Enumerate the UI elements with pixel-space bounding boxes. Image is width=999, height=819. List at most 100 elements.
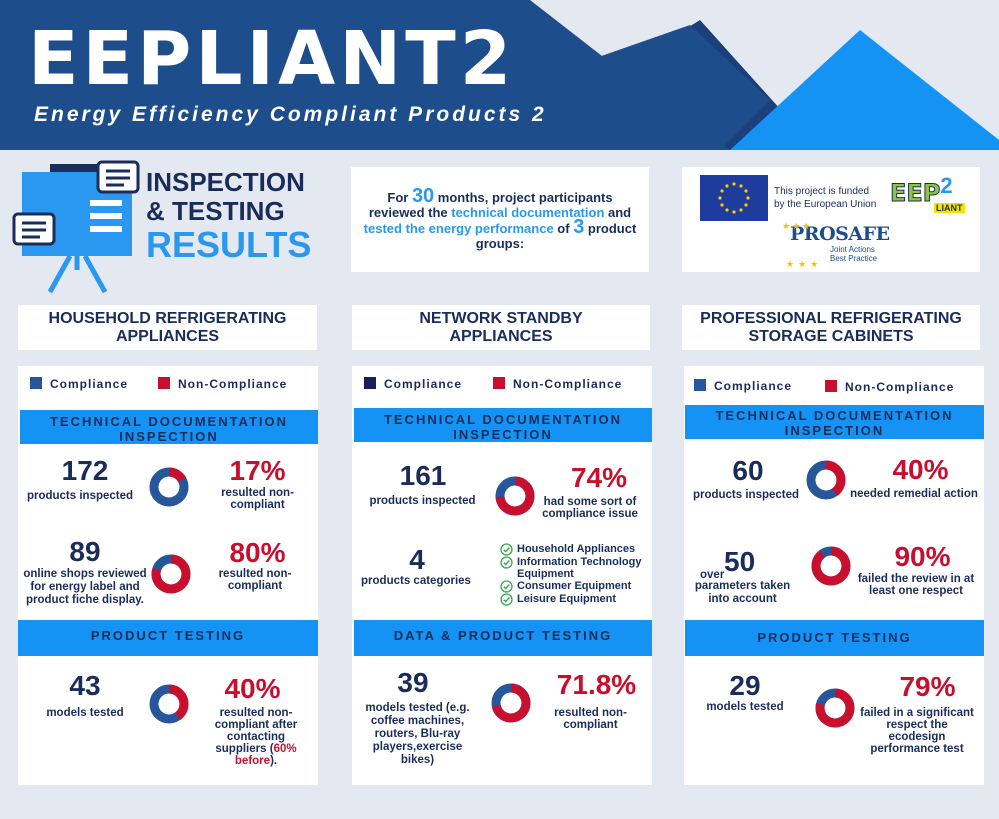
stat-value: 60 bbox=[732, 455, 764, 486]
donut-chart bbox=[814, 687, 856, 734]
intro-months: 30 bbox=[411, 185, 435, 207]
donut-chart bbox=[810, 545, 852, 592]
donut-chart bbox=[490, 682, 532, 729]
check-icon bbox=[500, 593, 513, 606]
non-compliance-swatch bbox=[825, 380, 837, 392]
stat-value: 161 bbox=[399, 460, 447, 491]
list-item: Information Technology Equipment bbox=[500, 556, 650, 580]
prosafe-stars-icon-2: ★★★ bbox=[786, 259, 823, 269]
donut-non-compliance-segment bbox=[806, 460, 846, 500]
stat-value: 4 bbox=[409, 544, 425, 575]
donut-svg bbox=[491, 683, 531, 723]
results-heading-line2: & TESTING bbox=[146, 196, 285, 226]
stat-description: resulted non-compliant after contacting … bbox=[214, 707, 298, 767]
donut-svg bbox=[811, 546, 851, 586]
stat-value: 39 bbox=[397, 667, 429, 698]
check-icon bbox=[500, 580, 513, 593]
page-title: EEPLIANT2 bbox=[28, 16, 516, 102]
stat-value: 43 bbox=[69, 670, 101, 701]
results-heading-line3: RESULTS bbox=[146, 224, 312, 265]
section-data-product-testing: DATA & PRODUCT TESTING bbox=[354, 620, 652, 656]
donut-non-compliance-segment bbox=[815, 688, 855, 728]
stat-description: had some sort of compliance issue bbox=[542, 496, 638, 520]
stat-description: resulted non-compliant bbox=[554, 707, 627, 731]
legend-compliance: Compliance bbox=[30, 377, 128, 391]
stat-percent: 80% bbox=[229, 537, 286, 568]
donut-chart bbox=[150, 553, 192, 600]
donut-svg bbox=[815, 688, 855, 728]
stat-prefix: over bbox=[700, 569, 725, 581]
donut-svg bbox=[495, 476, 535, 516]
donut-chart bbox=[494, 475, 536, 522]
page-subtitle: Energy Efficiency Compliant Products 2 bbox=[34, 103, 547, 126]
stat-percent: 74% bbox=[570, 462, 628, 493]
stat-value: 50 bbox=[724, 546, 756, 577]
non-compliance-swatch bbox=[493, 377, 505, 389]
stat-label: models tested bbox=[46, 707, 124, 719]
donut-non-compliance-segment bbox=[495, 476, 535, 516]
section-product-testing: PRODUCT TESTING bbox=[18, 620, 318, 656]
compliance-swatch bbox=[694, 379, 706, 391]
donut-svg bbox=[151, 554, 191, 594]
stat-value: 29 bbox=[729, 670, 761, 701]
intro-groups: 3 bbox=[573, 216, 585, 238]
legend-non-compliance: Non-Compliance bbox=[825, 380, 954, 394]
category-title-network: NETWORK STANDBY APPLIANCES bbox=[352, 305, 650, 350]
eepliant-logo: EEP2 LIANT bbox=[889, 173, 965, 213]
eu-funding-text: This project is funded by the European Un… bbox=[774, 186, 877, 210]
donut-chart bbox=[148, 683, 190, 730]
stat-percent: 40% bbox=[224, 673, 281, 704]
donut-non-compliance-segment bbox=[491, 683, 531, 723]
donut-non-compliance-segment bbox=[811, 546, 851, 586]
donut-svg bbox=[149, 467, 189, 507]
donut-non-compliance-segment bbox=[149, 467, 189, 507]
stat-label: online shops reviewed for energy label a… bbox=[23, 568, 147, 606]
stat-percent: 17% bbox=[229, 455, 286, 486]
stat-label: products inspected bbox=[26, 490, 134, 502]
donut-chart bbox=[805, 459, 847, 506]
donut-non-compliance-segment bbox=[151, 554, 191, 594]
header-background bbox=[0, 0, 999, 150]
compliance-swatch bbox=[364, 377, 376, 389]
results-heading-line1: INSPECTION bbox=[146, 167, 305, 197]
section-tech-doc: TECHNICAL DOCUMENTATION INSPECTION bbox=[685, 405, 984, 439]
legend-compliance: Compliance bbox=[364, 377, 462, 391]
stat-label: products categories bbox=[361, 575, 471, 587]
intro-panel: For 30 months, project participants revi… bbox=[351, 167, 649, 272]
donut-non-compliance-segment bbox=[149, 684, 189, 724]
compliance-swatch bbox=[30, 377, 42, 389]
stat-percent: 40% bbox=[892, 454, 949, 485]
donut-chart bbox=[148, 466, 190, 513]
non-compliance-swatch bbox=[158, 377, 170, 389]
legend-non-compliance: Non-Compliance bbox=[158, 377, 287, 391]
stat-description: failed in a significant respect the ecod… bbox=[860, 707, 974, 755]
stat-label: models tested bbox=[706, 701, 784, 713]
list-item: Leisure Equipment bbox=[500, 593, 650, 606]
presentation-board-icon bbox=[10, 158, 145, 298]
list-item: Consumer Equipment bbox=[500, 580, 650, 593]
intro-text: For 30 months, project participants revi… bbox=[363, 185, 637, 251]
section-tech-doc: TECHNICAL DOCUMENTATION INSPECTION bbox=[20, 410, 318, 444]
stat-percent: 71.8% bbox=[556, 669, 637, 700]
funding-panel: This project is funded by the European Un… bbox=[682, 167, 980, 272]
list-item: Household Appliances bbox=[500, 543, 650, 556]
section-product-testing: PRODUCT TESTING bbox=[685, 620, 984, 656]
stat-value: 172 bbox=[61, 455, 109, 486]
legend-compliance: Compliance bbox=[694, 379, 792, 393]
category-title-professional: PROFESSIONAL REFRIGERATING STORAGE CABIN… bbox=[682, 305, 980, 350]
donut-svg bbox=[149, 684, 189, 724]
stat-label: products inspected bbox=[692, 489, 800, 501]
stat-label: models tested (e.g. coffee machines, rou… bbox=[365, 702, 470, 766]
stat-description: needed remedial action bbox=[850, 488, 978, 500]
stat-percent: 90% bbox=[894, 541, 951, 572]
legend-non-compliance: Non-Compliance bbox=[493, 377, 622, 391]
intro-highlight-1: technical documentation bbox=[451, 205, 605, 220]
header-banner: EEPLIANT2 Energy Efficiency Compliant Pr… bbox=[0, 0, 999, 150]
stat-description: resulted non-compliant bbox=[221, 487, 294, 511]
prosafe-stars-icon: ★★★ bbox=[782, 221, 813, 231]
category-title-household: HOUSEHOLD REFRIGERATING APPLIANCES bbox=[18, 305, 317, 350]
check-icon bbox=[500, 543, 513, 556]
stat-percent: 79% bbox=[899, 671, 956, 702]
check-icon bbox=[500, 556, 513, 569]
category-list: Household Appliances Information Technol… bbox=[500, 543, 650, 606]
